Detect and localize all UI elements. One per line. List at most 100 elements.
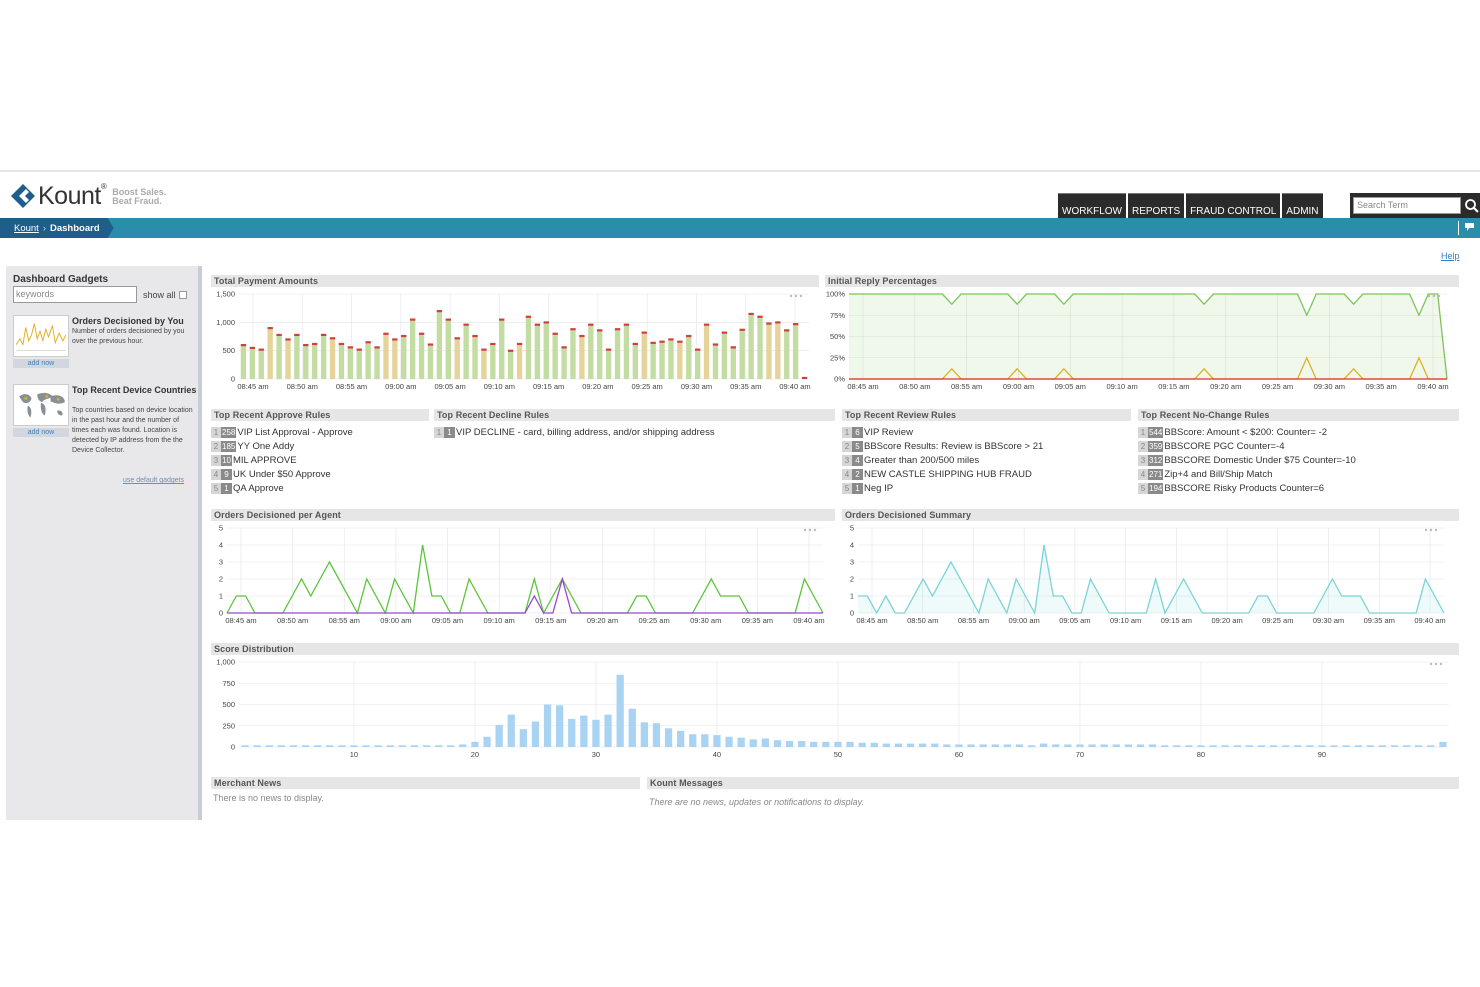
bar: [979, 744, 987, 747]
bar: [1366, 745, 1374, 747]
series-area: [849, 294, 1447, 379]
rule-item[interactable]: 4 271 Zip+4 and Bill/Ship Match: [1138, 467, 1356, 481]
add-gadget-button[interactable]: add now: [13, 359, 69, 368]
rule-label: BBSCORE Risky Products Counter=6: [1164, 482, 1325, 494]
rule-item[interactable]: 1 258 VIP List Approval - Approve: [211, 425, 353, 439]
logo[interactable]: Kount® Boost Sales. Beat Fraud.: [10, 182, 166, 210]
y-tick-label: 75%: [830, 311, 845, 320]
gadgets-sidebar: Dashboard Gadgets keywords show all add …: [6, 266, 202, 820]
bar: [623, 324, 630, 379]
rule-item[interactable]: 5 1 QA Approve: [211, 481, 353, 495]
x-tick-label: 08:50 am: [907, 616, 938, 625]
breadcrumb-root[interactable]: Kount: [14, 223, 39, 234]
x-tick-label: 09:40 am: [779, 382, 810, 391]
x-tick-label: 60: [955, 750, 963, 759]
rule-count-badge: 5: [852, 440, 863, 452]
bar-cap: [312, 342, 318, 346]
x-tick-label: 08:55 am: [951, 382, 982, 391]
gadget-search-input[interactable]: keywords: [13, 286, 137, 303]
rule-item[interactable]: 3 312 BBSCORE Domestic Under $75 Counter=-…: [1138, 453, 1356, 467]
x-tick-label: 30: [592, 750, 600, 759]
nav-fraud-control[interactable]: FRAUD CONTROL: [1186, 193, 1281, 218]
bar-cap: [650, 341, 656, 344]
y-tick-label: 500: [222, 346, 235, 355]
bar-cap: [258, 348, 264, 351]
kount-logo-icon: [11, 184, 35, 208]
rule-item[interactable]: 4 9 UK Under $50 Approve: [211, 467, 353, 481]
x-tick-label: 08:55 am: [958, 616, 989, 625]
bar-cap: [543, 321, 549, 324]
bar-cap: [739, 328, 745, 331]
bar: [737, 737, 745, 747]
bar-cap: [712, 343, 719, 346]
bar-cap: [418, 332, 425, 335]
bar: [422, 745, 431, 747]
rule-item[interactable]: 2 5 BBScore Results: Review is BBScore > 2…: [842, 439, 1043, 453]
bar: [614, 329, 621, 379]
review-rules-list: 1 6 VIP Review 2 5 BBScore Results: Review is…: [842, 425, 1043, 495]
comment-icon[interactable]: [1465, 223, 1474, 231]
search-input[interactable]: Search Term: [1353, 197, 1461, 214]
bar-cap: [294, 333, 300, 336]
bar: [943, 744, 951, 747]
bar-cap: [338, 342, 345, 346]
bar: [525, 316, 532, 379]
bar: [277, 745, 285, 747]
bar-cap: [329, 337, 336, 340]
breadcrumb: Kount › Dashboard: [0, 218, 114, 238]
bar: [1003, 744, 1011, 747]
divider: [1458, 221, 1459, 235]
bar: [303, 345, 309, 379]
rule-rank: 5: [211, 482, 221, 494]
use-default-gadgets-link[interactable]: use default gadgets: [123, 477, 185, 484]
payment-amounts-chart: 1,500 1,000 500 008:45 am 08:50 am 08:55 am 09…: [216, 290, 810, 392]
bar-cap: [320, 333, 327, 336]
nav-reports[interactable]: REPORTS: [1128, 193, 1185, 218]
show-all-checkbox[interactable]: [179, 291, 187, 299]
gadget-description: Number of orders decisioned by you over …: [72, 328, 185, 345]
help-link[interactable]: Help: [1441, 251, 1460, 261]
bar: [374, 347, 380, 379]
rule-count-badge: 10: [221, 454, 232, 466]
bar: [846, 741, 854, 747]
bar: [640, 722, 648, 747]
rule-item[interactable]: 1 1 VIP DECLINE - card, billing address, a…: [434, 425, 715, 439]
rule-item[interactable]: 2 185 YY One Addy: [211, 439, 353, 453]
rule-rank: 5: [842, 482, 852, 494]
x-tick-label: 09:10 am: [484, 382, 515, 391]
bar: [516, 343, 523, 379]
nav-workflow[interactable]: WORKFLOW: [1058, 193, 1126, 218]
panel-merchant-news: Merchant News There is no news to displa…: [211, 777, 640, 807]
rule-item[interactable]: 3 4 Greater than 200/500 miles: [842, 453, 1043, 467]
bar-cap: [579, 334, 585, 338]
bar-cap: [383, 332, 389, 335]
bar: [338, 745, 346, 747]
nav-admin[interactable]: ADMIN: [1282, 193, 1323, 218]
search-icon[interactable]: [1464, 198, 1480, 214]
menu-dot-icon: [808, 528, 812, 532]
bar: [294, 334, 300, 379]
x-tick-label: 09:25 am: [632, 382, 663, 391]
bar: [454, 338, 460, 379]
rule-item[interactable]: 1 6 VIP Review: [842, 425, 1043, 439]
bar: [721, 332, 728, 379]
y-tick-label: 0%: [834, 375, 845, 384]
menu-dot-icon: [1429, 662, 1433, 666]
rule-item[interactable]: 5 1 Neg IP: [842, 481, 1043, 495]
rule-item[interactable]: 1 544 BBScore: Amount < $200: Counter= -2: [1138, 425, 1356, 439]
rule-item[interactable]: 2 359 BBSCORE PGC Counter=-4: [1138, 439, 1356, 453]
rule-item[interactable]: 4 2 NEW CASTLE SHIPPING HUB FRAUD: [842, 467, 1043, 481]
bar: [276, 334, 282, 379]
add-gadget-button[interactable]: add now: [13, 428, 69, 437]
bar: [350, 745, 358, 747]
x-tick-label: 09:05 am: [1059, 616, 1090, 625]
bar: [712, 344, 719, 379]
x-tick-label: 09:35 am: [742, 616, 773, 625]
rule-item[interactable]: 3 10 MIL APPROVE: [211, 453, 353, 467]
rule-label: BBScore: Amount < $200: Counter= -2: [1164, 426, 1328, 438]
rule-item[interactable]: 5 194 BBSCORE Risky Products Counter=6: [1138, 481, 1356, 495]
bar: [1076, 744, 1084, 747]
panel-total-payment-amounts: Total Payment Amounts 1,500 1,000 500 0 08:4…: [211, 275, 819, 399]
x-tick-label: 09:40 am: [1417, 382, 1448, 391]
bar: [632, 343, 638, 379]
